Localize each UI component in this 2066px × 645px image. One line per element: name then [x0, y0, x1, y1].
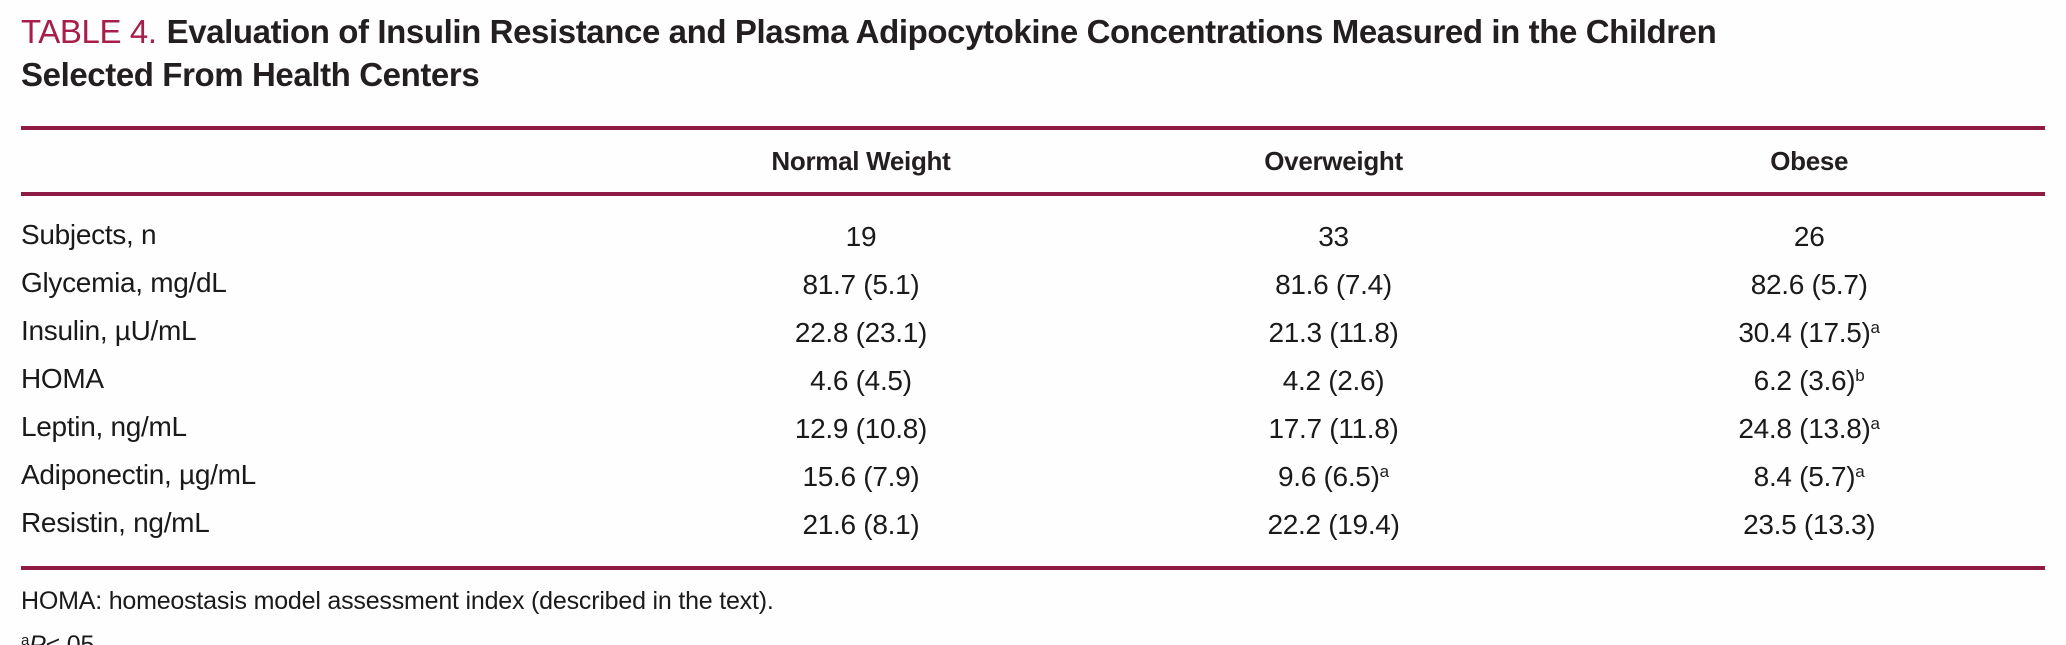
value-cell: 81.7 (5.1)	[628, 258, 1094, 306]
row-label: Resistin, ng/mL	[21, 506, 210, 538]
table-title-line2: Selected From Health Centers	[21, 56, 480, 93]
table-row: Glycemia, mg/dL 81.7 (5.1) 81.6 (7.4) 82…	[21, 258, 2045, 306]
footnote-p-value: <.05.	[45, 631, 102, 645]
value-text: 24.8 (13.8)	[1738, 413, 1871, 444]
value-text: 21.6 (8.1)	[802, 509, 920, 540]
table-row: HOMA 4.6 (4.5) 4.2 (2.6) 6.2 (3.6)b	[21, 354, 2045, 402]
header-cell-obese: Obese	[1573, 126, 2045, 196]
value-text: 81.6 (7.4)	[1275, 269, 1392, 300]
table-title-line1: Evaluation of Insulin Resistance and Pla…	[166, 13, 1717, 50]
value-cell: 24.8 (13.8)a	[1573, 402, 2045, 450]
value-text: 4.6 (4.5)	[810, 365, 912, 396]
value-cell: 4.2 (2.6)	[1094, 354, 1574, 402]
value-cell: 81.6 (7.4)	[1094, 258, 1574, 306]
value-text: 81.7 (5.1)	[802, 269, 920, 300]
value-text: 26	[1793, 221, 1825, 252]
footnote-sup-a: a	[21, 632, 30, 645]
table-header: Normal Weight Overweight Obese	[21, 126, 2045, 196]
value-text: 15.6 (7.9)	[802, 461, 920, 492]
footnote-homa: HOMA: homeostasis model assessment index…	[21, 587, 774, 615]
value-cell: 21.3 (11.8)	[1094, 306, 1574, 354]
value-cell: 82.6 (5.7)	[1573, 258, 2045, 306]
value-text: 30.4 (17.5)	[1738, 317, 1871, 348]
value-text: 23.5 (13.3)	[1743, 509, 1876, 540]
value-cell: 19	[628, 194, 1094, 258]
table-row: Resistin, ng/mL 21.6 (8.1) 22.2 (19.4) 2…	[21, 498, 2045, 568]
value-cell: 30.4 (17.5)a	[1573, 306, 2045, 354]
value-text: 6.2 (3.6)	[1753, 365, 1856, 396]
table-number-label: TABLE 4.	[21, 13, 157, 50]
table-row: Insulin, µU/mL 22.8 (23.1) 21.3 (11.8) 3…	[21, 306, 2045, 354]
value-cell: 6.2 (3.6)b	[1573, 354, 2045, 402]
table-row: Leptin, ng/mL 12.9 (10.8) 17.7 (11.8) 24…	[21, 402, 2045, 450]
table-title: TABLE 4. Evaluation of Insulin Resistance…	[21, 10, 2045, 96]
header-row: Normal Weight Overweight Obese	[21, 126, 2045, 196]
table-row: Adiponectin, µg/mL 15.6 (7.9) 9.6 (6.5)a…	[21, 450, 2045, 498]
value-sup: a	[1855, 462, 1865, 481]
value-text: 21.3 (11.8)	[1268, 317, 1399, 348]
footnote-significance: aP<.05.	[21, 621, 2045, 645]
header-cell-overweight: Overweight	[1093, 126, 1574, 196]
value-cell: 22.2 (19.4)	[1094, 498, 1574, 568]
row-label: Insulin, µU/mL	[21, 314, 197, 346]
value-text: 4.2 (2.6)	[1282, 365, 1385, 396]
value-text: 9.6 (6.5)	[1278, 461, 1380, 492]
row-label: Leptin, ng/mL	[21, 410, 187, 442]
value-text: 22.2 (19.4)	[1267, 509, 1400, 540]
value-cell: 9.6 (6.5)a	[1094, 450, 1574, 498]
value-text: 22.8 (23.1)	[794, 317, 927, 348]
table-footnotes: HOMA: homeostasis model assessment index…	[21, 582, 2045, 645]
value-text: 19	[845, 221, 877, 252]
value-cell: 12.9 (10.8)	[628, 402, 1094, 450]
table-row: Subjects, n 19 33 26	[21, 194, 2045, 258]
value-text: 33	[1318, 221, 1349, 252]
row-label: Glycemia, mg/dL	[21, 266, 227, 298]
value-cell: 8.4 (5.7)a	[1573, 450, 2045, 498]
value-text: 82.6 (5.7)	[1750, 269, 1868, 300]
value-sup: a	[1870, 318, 1880, 337]
header-cell-empty	[21, 126, 629, 196]
value-cell: 21.6 (8.1)	[628, 498, 1094, 568]
value-text: 8.4 (5.7)	[1753, 461, 1856, 492]
value-cell: 26	[1573, 194, 2045, 258]
row-label: HOMA	[21, 362, 104, 394]
value-sup: a	[1379, 462, 1390, 481]
row-label: Adiponectin, µg/mL	[21, 458, 256, 490]
value-cell: 22.8 (23.1)	[628, 306, 1094, 354]
value-text: 17.7 (11.8)	[1268, 413, 1399, 444]
value-text: 12.9 (10.8)	[794, 413, 927, 444]
value-cell: 15.6 (7.9)	[628, 450, 1094, 498]
value-sup: b	[1855, 366, 1865, 385]
value-cell: 17.7 (11.8)	[1094, 402, 1574, 450]
footnote-p-symbol: P	[29, 631, 46, 645]
row-label: Subjects, n	[21, 218, 157, 250]
value-cell: 23.5 (13.3)	[1573, 498, 2045, 568]
value-cell: 33	[1094, 194, 1574, 258]
table-body: Subjects, n 19 33 26 Glycemia, mg/dL 81.…	[21, 194, 2045, 568]
value-sup: a	[1870, 414, 1880, 433]
data-table: Normal Weight Overweight Obese Subjects,…	[21, 126, 2045, 570]
header-cell-normal-weight: Normal Weight	[628, 126, 1094, 196]
value-cell: 4.6 (4.5)	[628, 354, 1094, 402]
